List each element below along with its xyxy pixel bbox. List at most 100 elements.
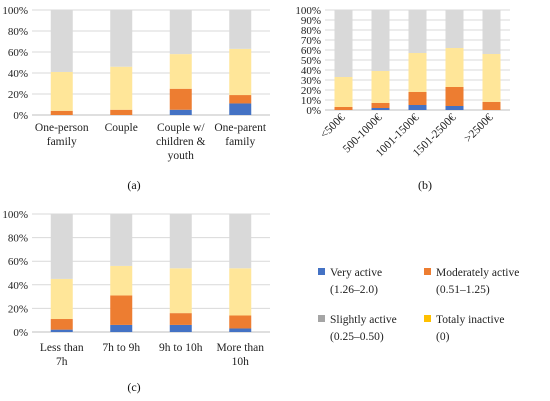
bar-slightly-active <box>445 10 464 48</box>
bar-very-active <box>229 328 252 332</box>
x-tick-label: One-person family <box>35 122 89 148</box>
y-tick-label: 0% <box>306 105 321 117</box>
y-tick-label: 70% <box>301 35 321 47</box>
bar-moderately-active <box>371 103 390 108</box>
bar-very-active <box>371 108 390 110</box>
bar-totaly-inactive <box>334 77 353 107</box>
bar-moderately-active <box>229 315 252 329</box>
x-tick-label: More than 10h <box>216 342 264 368</box>
bar-totaly-inactive <box>50 278 73 320</box>
bar-totaly-inactive <box>445 48 464 87</box>
bar-slightly-active <box>50 10 73 72</box>
bar-moderately-active <box>334 107 353 110</box>
bar-slightly-active <box>50 214 73 279</box>
bar-very-active <box>408 105 427 110</box>
legend-swatch-totaly-inactive <box>424 315 431 322</box>
bar-moderately-active <box>169 313 192 325</box>
y-tick-label: 20% <box>8 89 28 101</box>
y-tick-label: 90% <box>301 15 321 27</box>
chart-a: 0% 20% 40% 60% 80% 100% One-person family Couple… <box>2 5 270 162</box>
legend-swatch-very-active <box>318 268 325 275</box>
y-tick-label: 100% <box>295 5 321 17</box>
bar-slightly-active <box>169 214 192 269</box>
x-tick-label: One-parent family <box>214 122 267 148</box>
bar-moderately-active <box>110 109 133 115</box>
y-tick-label: 80% <box>8 26 28 38</box>
bar-very-active <box>169 324 192 332</box>
bar-moderately-active <box>169 88 192 110</box>
bar-totaly-inactive <box>110 66 133 110</box>
bar-very-active <box>445 106 464 110</box>
x-tick-label: 7h to 9h <box>102 342 140 354</box>
bar-slightly-active <box>110 214 133 266</box>
bar-totaly-inactive <box>229 268 252 316</box>
legend-range-totaly-inactive: (0) <box>436 331 450 343</box>
y-tick-label: 30% <box>301 75 321 87</box>
bar-totaly-inactive <box>169 268 192 314</box>
legend-label-slightly-active: Slightly active <box>330 314 397 326</box>
y-tick-label: 50% <box>301 55 321 67</box>
bar-moderately-active <box>50 319 73 330</box>
y-tick-label: 60% <box>301 45 321 57</box>
bar-totaly-inactive <box>408 53 427 92</box>
y-tick-label: 0% <box>13 110 28 122</box>
legend-label-totaly-inactive: Totaly inactive <box>436 314 505 326</box>
bar-moderately-active <box>229 95 252 104</box>
bar-slightly-active <box>169 10 192 55</box>
bar-very-active <box>50 329 73 332</box>
x-tick-label: 9h to 10h <box>159 342 203 354</box>
x-tick-label: >2500€ <box>462 111 496 145</box>
bar-moderately-active <box>50 110 73 115</box>
bar-totaly-inactive <box>110 265 133 296</box>
y-tick-label: 100% <box>2 5 28 17</box>
y-tick-label: 20% <box>301 85 321 97</box>
bar-totaly-inactive <box>229 48 252 96</box>
bar-slightly-active <box>334 10 353 77</box>
x-tick-label: Couple w/children & youth <box>156 122 206 162</box>
legend-range-moderately-active: (0.51–1.25) <box>436 284 490 296</box>
x-tick-label: Less than 7h <box>40 342 84 368</box>
legend-range-slightly-active: (0.25–0.50) <box>330 331 384 343</box>
bar-totaly-inactive <box>50 71 73 111</box>
bar-slightly-active <box>371 10 390 71</box>
x-tick-label: Couple <box>105 122 138 134</box>
y-tick-label: 60% <box>8 256 28 268</box>
legend-swatch-moderately-active <box>424 268 431 275</box>
bar-slightly-active <box>408 10 427 53</box>
y-tick-label: 100% <box>2 209 28 221</box>
bar-slightly-active <box>110 10 133 67</box>
y-tick-label: 40% <box>301 65 321 77</box>
bar-totaly-inactive <box>371 71 390 103</box>
legend-swatch-slightly-active <box>318 315 325 322</box>
bar-moderately-active <box>482 102 501 110</box>
y-tick-label: 10% <box>301 95 321 107</box>
y-tick-label: 40% <box>8 280 28 292</box>
bar-moderately-active <box>445 87 464 106</box>
y-tick-label: 80% <box>301 25 321 37</box>
chart-c: 0% 20% 40% 60% 80% 100% Less than 7h 7h to 9h 9h … <box>2 209 270 368</box>
bar-slightly-active <box>229 214 252 269</box>
x-tick-label: <500€ <box>318 111 348 141</box>
bar-moderately-active <box>110 295 133 325</box>
panel-label-a: (a) <box>127 178 140 192</box>
y-tick-label: 80% <box>8 233 28 245</box>
bar-slightly-active <box>482 10 501 54</box>
y-tick-label: 60% <box>8 47 28 59</box>
panel-label-b: (b) <box>418 178 432 192</box>
legend: Very active (1.26–2.0) Moderately active… <box>318 267 519 343</box>
chart-b: 0%10%20%30%40%50%60%70%80%90%100%<500€50… <box>295 5 510 159</box>
y-tick-label: 0% <box>13 327 28 339</box>
legend-label-moderately-active: Moderately active <box>436 267 519 279</box>
bar-moderately-active <box>408 92 427 105</box>
bar-very-active <box>229 103 252 115</box>
y-tick-label: 20% <box>8 303 28 315</box>
bar-very-active <box>169 109 192 115</box>
panel-label-c: (c) <box>127 380 140 394</box>
y-tick-label: 40% <box>8 68 28 80</box>
legend-range-very-active: (1.26–2.0) <box>330 284 378 296</box>
bar-totaly-inactive <box>169 54 192 89</box>
bar-totaly-inactive <box>482 54 501 102</box>
bar-very-active <box>110 324 133 332</box>
bar-slightly-active <box>229 10 252 49</box>
